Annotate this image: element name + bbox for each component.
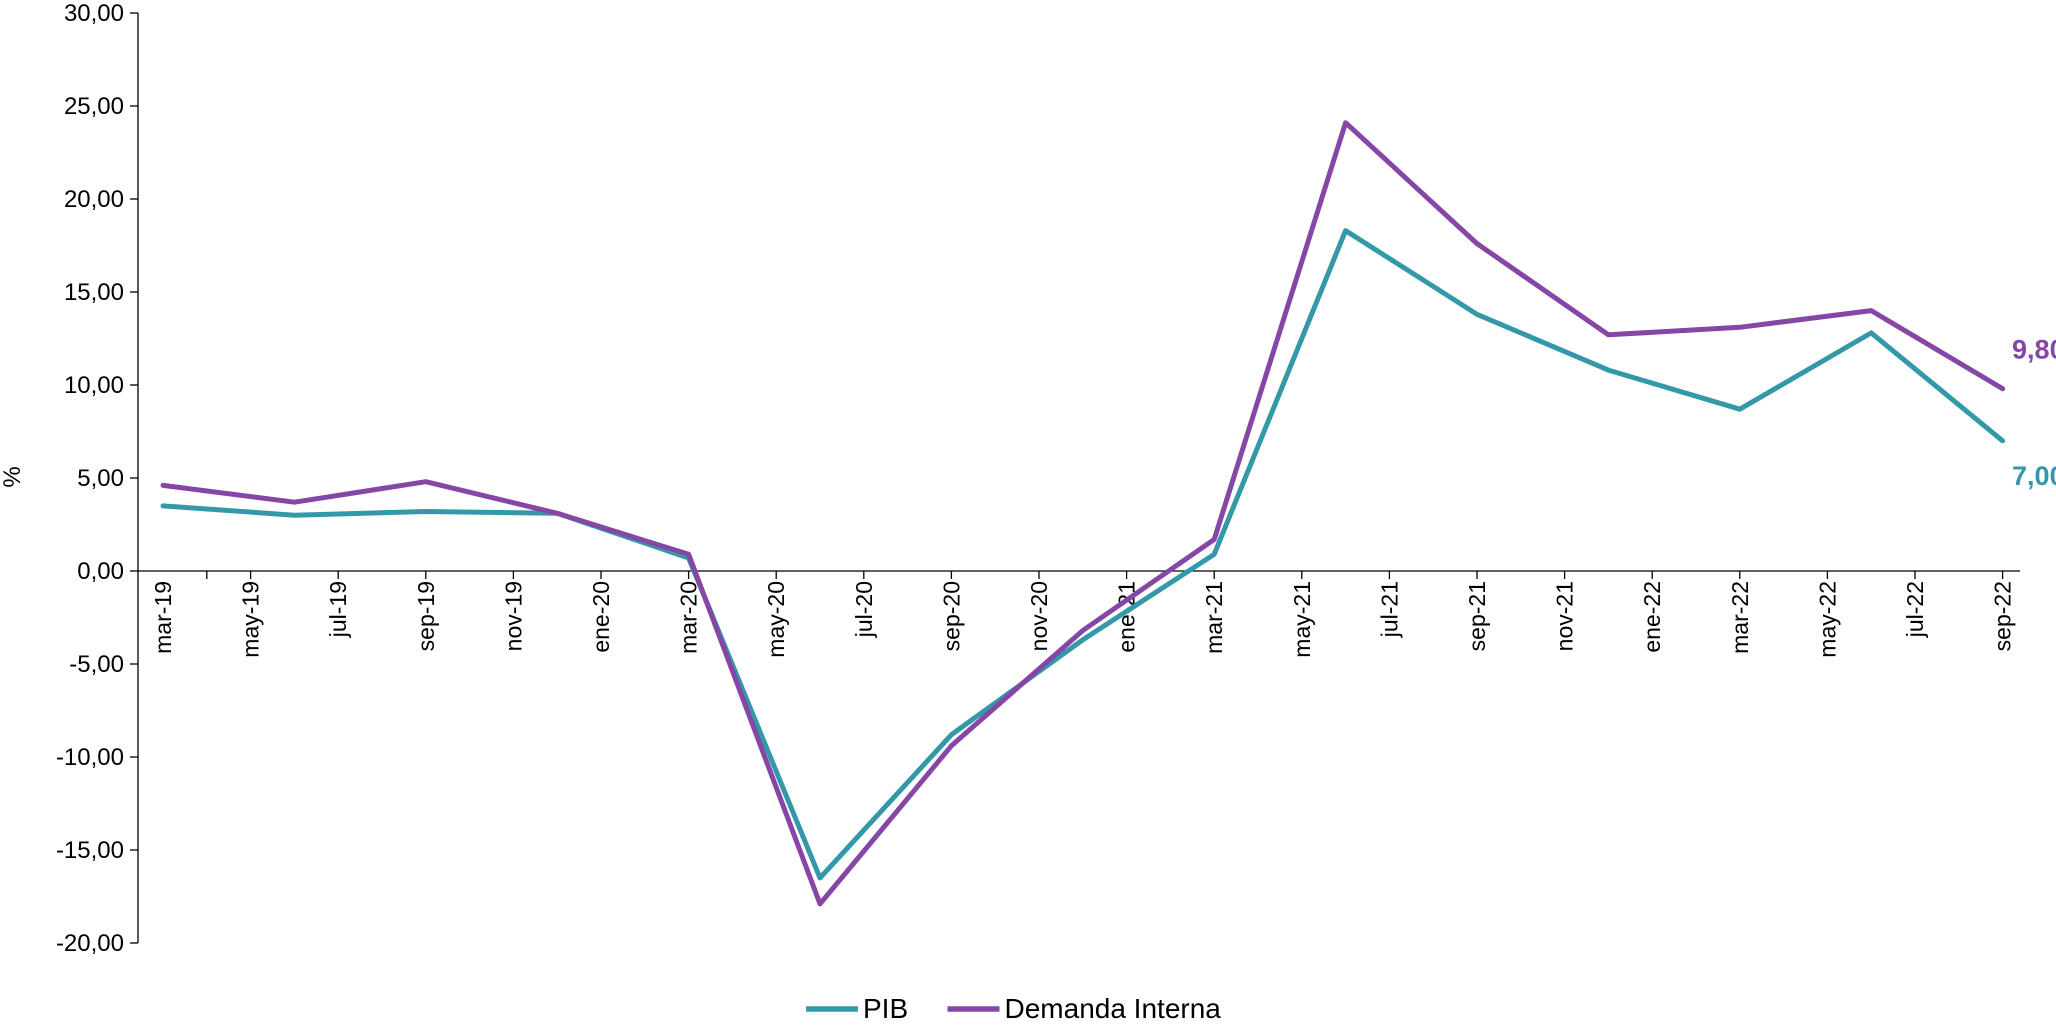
- y-tick-label: -20,00: [56, 930, 124, 957]
- x-tick-label: ene-22: [1639, 581, 1665, 653]
- y-tick-label: 5,00: [77, 465, 124, 492]
- x-tick-label: nov-19: [500, 581, 526, 651]
- x-tick-label: may-22: [1814, 581, 1840, 658]
- y-tick-label: -15,00: [56, 837, 124, 864]
- y-axis-label: %: [0, 466, 26, 487]
- series-layer: [160, 120, 2006, 907]
- end-label: 7,00: [2012, 461, 2056, 491]
- x-tick-label: jul-21: [1376, 581, 1402, 638]
- x-tick-label: mar-21: [1201, 581, 1227, 654]
- legend: PIB Demanda Interna: [806, 993, 1221, 1024]
- y-axis: 30,00 25,00 20,00 15,00 10,00 5,00 0,00 -5,00 -1…: [56, 0, 139, 957]
- x-tick-label: jul-20: [851, 581, 877, 638]
- end-label: 9,80: [2012, 335, 2056, 365]
- legend-label: PIB: [863, 993, 908, 1024]
- x-tick-label: jul-19: [325, 581, 351, 638]
- series-line-pib: [160, 228, 2006, 881]
- x-tick-label: mar-19: [150, 581, 176, 654]
- x-tick-label: nov-20: [1026, 581, 1052, 651]
- x-tick-label: nov-21: [1552, 581, 1578, 651]
- x-tick-label: sep-21: [1464, 581, 1490, 651]
- y-tick-label: 10,00: [64, 372, 124, 399]
- x-tick-label: may-20: [763, 581, 789, 658]
- x-tick-label: jul-22: [1902, 581, 1928, 638]
- series-line-demanda-interna: [160, 120, 2006, 907]
- y-tick-label: -5,00: [69, 651, 124, 678]
- legend-label: Demanda Interna: [1005, 993, 1222, 1024]
- y-tick-label: -10,00: [56, 744, 124, 771]
- x-tick-label: mar-22: [1727, 581, 1753, 654]
- y-tick-label: 15,00: [64, 279, 124, 306]
- x-tick-label: mar-20: [676, 581, 702, 654]
- x-tick-label: sep-20: [938, 581, 964, 651]
- end-labels: 7,00 9,80: [2012, 335, 2056, 491]
- x-tick-label: sep-22: [1990, 581, 2016, 651]
- y-tick-label: 30,00: [64, 0, 124, 27]
- y-tick-label: 0,00: [77, 558, 124, 585]
- x-tick-label: ene-20: [588, 581, 614, 653]
- x-tick-label: sep-19: [413, 581, 439, 651]
- x-tick-label: may-19: [238, 581, 264, 658]
- y-tick-label: 20,00: [64, 186, 124, 213]
- x-tick-label: may-21: [1289, 581, 1315, 658]
- y-tick-label: 25,00: [64, 93, 124, 120]
